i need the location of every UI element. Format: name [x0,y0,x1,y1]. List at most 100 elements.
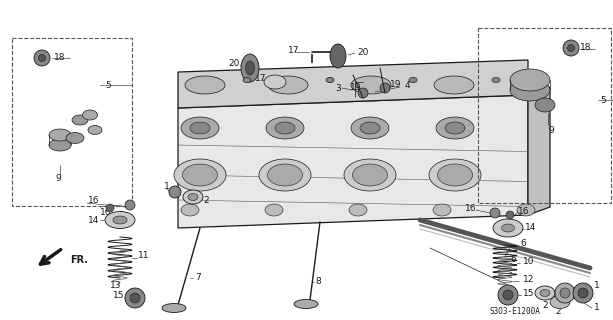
Ellipse shape [501,224,514,232]
Ellipse shape [245,61,254,75]
Ellipse shape [409,77,417,83]
Ellipse shape [259,159,311,191]
Text: 18: 18 [580,43,592,52]
Ellipse shape [181,204,199,216]
Ellipse shape [190,122,210,134]
Circle shape [125,288,145,308]
Ellipse shape [510,79,550,101]
Text: 14: 14 [525,222,536,231]
Ellipse shape [188,194,198,201]
Ellipse shape [436,117,474,139]
Ellipse shape [72,115,88,125]
Ellipse shape [330,44,346,68]
Circle shape [568,44,574,52]
Ellipse shape [540,290,550,297]
Circle shape [555,283,575,303]
Text: 2: 2 [542,300,548,309]
Ellipse shape [429,159,481,191]
Ellipse shape [88,125,102,134]
Bar [478,28,611,203]
Ellipse shape [510,69,550,91]
Ellipse shape [349,204,367,216]
Ellipse shape [550,295,570,308]
Ellipse shape [66,132,84,143]
Ellipse shape [434,76,474,94]
Text: 17: 17 [288,45,300,54]
Circle shape [169,186,181,198]
Text: 1: 1 [594,303,600,313]
Text: 2: 2 [555,308,561,316]
Circle shape [560,288,570,298]
Text: 17: 17 [255,74,267,83]
Circle shape [506,211,514,219]
Circle shape [39,54,45,61]
Circle shape [125,200,135,210]
Text: 19: 19 [390,79,402,89]
Ellipse shape [265,204,283,216]
Text: 6: 6 [510,255,516,265]
Ellipse shape [183,190,203,204]
Ellipse shape [105,212,135,228]
Text: 16: 16 [465,204,476,212]
Circle shape [130,293,140,303]
Text: 9: 9 [548,125,554,134]
Circle shape [573,283,593,303]
Ellipse shape [351,117,389,139]
Ellipse shape [83,110,97,120]
Text: 11: 11 [138,251,150,260]
Ellipse shape [535,286,555,300]
Circle shape [106,204,114,212]
Text: 8: 8 [315,277,321,286]
Text: S3O3-E1200A: S3O3-E1200A [490,308,541,316]
Text: 6: 6 [520,238,526,247]
Ellipse shape [351,76,391,94]
Ellipse shape [241,54,259,82]
Text: 7: 7 [195,274,200,283]
Ellipse shape [181,117,219,139]
Text: 1: 1 [164,181,170,190]
Polygon shape [528,87,550,215]
Ellipse shape [174,159,226,191]
Ellipse shape [493,219,523,237]
Text: 19: 19 [350,83,362,92]
Text: 16: 16 [518,206,530,215]
Ellipse shape [294,300,318,308]
Text: 13: 13 [110,281,121,290]
Text: 15: 15 [523,290,535,299]
Text: 20: 20 [228,59,239,68]
Ellipse shape [344,159,396,191]
Circle shape [503,290,513,300]
Ellipse shape [264,75,286,89]
Circle shape [358,88,368,98]
Circle shape [490,208,500,218]
Text: 20: 20 [357,47,368,57]
Ellipse shape [445,122,465,134]
Circle shape [578,288,588,298]
Ellipse shape [49,129,71,141]
Ellipse shape [243,77,251,83]
Ellipse shape [438,164,473,186]
Text: 14: 14 [88,215,99,225]
Text: FR.: FR. [70,255,88,265]
Ellipse shape [352,164,387,186]
Circle shape [380,83,390,93]
Circle shape [563,40,579,56]
Ellipse shape [517,204,535,216]
Ellipse shape [360,122,380,134]
Text: 10: 10 [523,258,535,267]
Ellipse shape [268,76,308,94]
Text: 15: 15 [113,292,124,300]
Ellipse shape [492,77,500,83]
Text: 5: 5 [600,95,606,105]
Ellipse shape [49,139,71,151]
Text: 4: 4 [405,81,411,90]
Ellipse shape [275,122,295,134]
Text: 12: 12 [523,276,535,284]
Polygon shape [178,60,528,108]
Ellipse shape [113,216,127,224]
Bar [12,38,132,206]
Circle shape [498,285,518,305]
Text: 3: 3 [335,84,341,92]
Ellipse shape [535,98,555,112]
Circle shape [34,50,50,66]
